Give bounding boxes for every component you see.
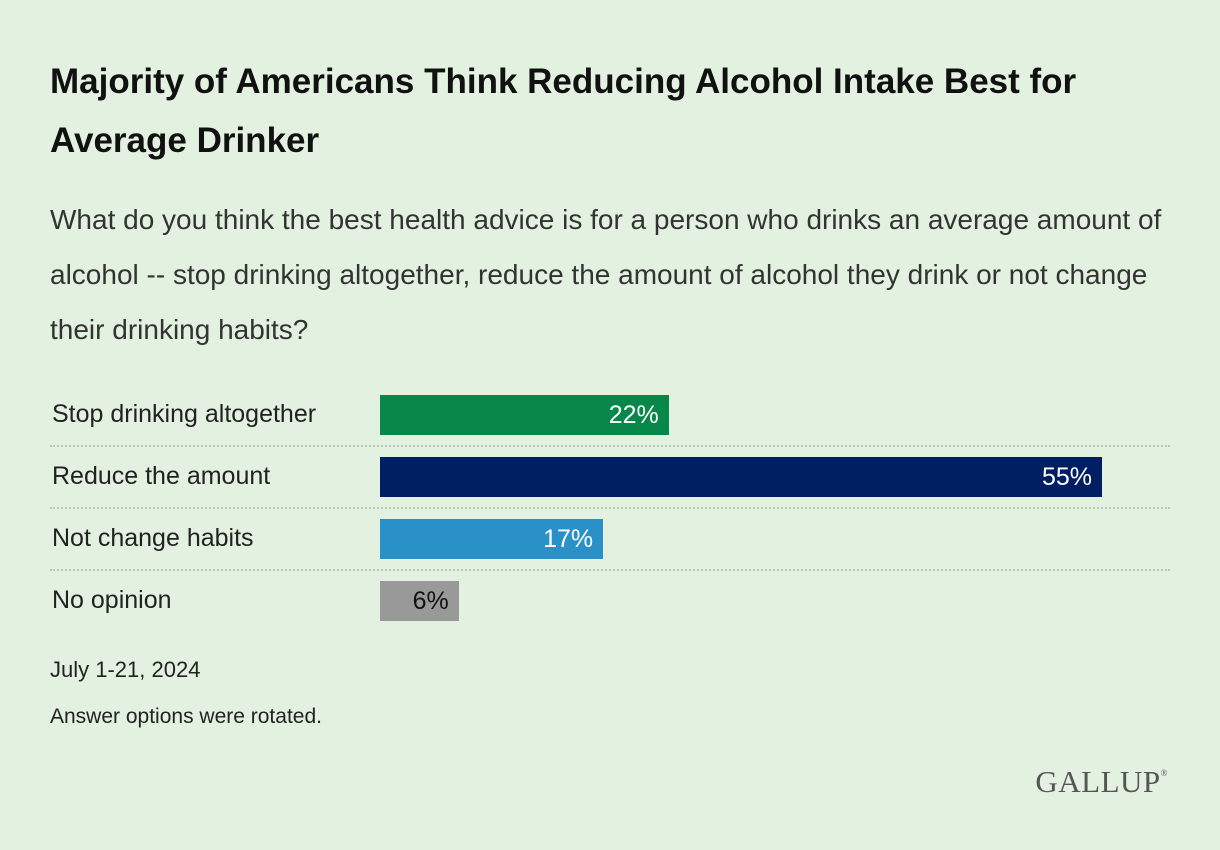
bar: 22% bbox=[380, 395, 669, 435]
category-label: No opinion bbox=[52, 586, 172, 614]
row-divider bbox=[50, 569, 1170, 571]
bar: 6% bbox=[380, 581, 459, 621]
question-text: What do you think the best health advice… bbox=[50, 204, 1162, 345]
chart-title: Majority of Americans Think Reducing Alc… bbox=[50, 62, 1077, 160]
bar: 55% bbox=[380, 457, 1102, 497]
category-label: Stop drinking altogether bbox=[52, 400, 317, 428]
row-divider bbox=[50, 507, 1170, 509]
bar-value-label: 55% bbox=[1041, 463, 1092, 491]
bar-row: Stop drinking altogether 22% bbox=[50, 394, 1170, 456]
row-divider bbox=[50, 445, 1170, 447]
bar-value-label: 6% bbox=[412, 587, 449, 615]
bar-value-label: 17% bbox=[543, 525, 594, 553]
survey-date: July 1-21, 2024 bbox=[50, 657, 201, 682]
logo-text: GALLUP bbox=[1035, 764, 1161, 799]
bar-row: No opinion 6% bbox=[50, 580, 1170, 642]
footnote: Answer options were rotated. bbox=[50, 705, 322, 728]
bar-row: Reduce the amount 55% bbox=[50, 456, 1170, 518]
bar-value-label: 22% bbox=[608, 401, 659, 429]
registered-mark: ® bbox=[1160, 768, 1168, 778]
bar-row: Not change habits 17% bbox=[50, 518, 1170, 580]
bar: 17% bbox=[380, 519, 604, 559]
gallup-logo: GALLUP® bbox=[1035, 764, 1168, 800]
category-label: Not change habits bbox=[52, 524, 254, 552]
category-label: Reduce the amount bbox=[52, 462, 271, 490]
